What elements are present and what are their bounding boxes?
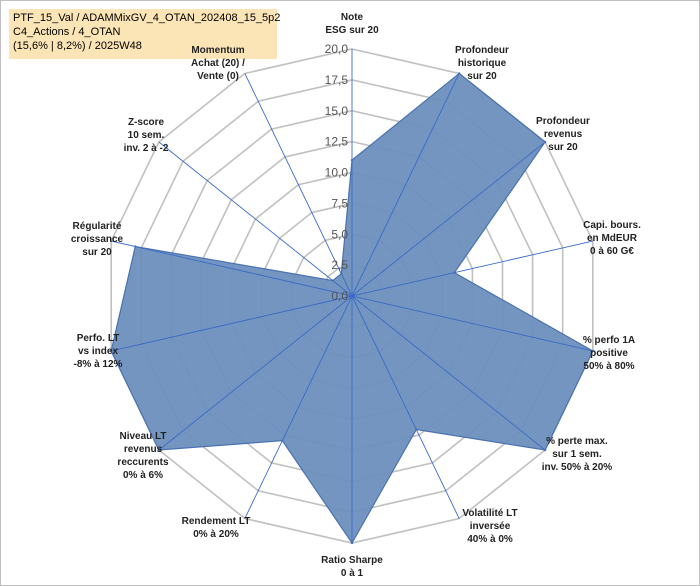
axis-label-13-line-2: Vente (0) (197, 71, 239, 82)
axis-label-3-line-0: Capi. bours. (583, 220, 641, 231)
axis-label-12-line-0: Z-score (128, 117, 165, 128)
axis-label-4-line-2: 50% à 80% (583, 361, 634, 372)
axis-label-13-line-1: Achat (20) / (191, 58, 245, 69)
axis-spoke-8 (244, 295, 353, 519)
tick-label-5: 12,5 (325, 135, 349, 149)
data-point-4 (591, 349, 595, 353)
tick-label-7: 17,5 (325, 73, 349, 87)
data-point-11 (134, 245, 137, 248)
axis-label-8-line-1: 0% à 20% (193, 529, 239, 540)
axis-spoke-6 (351, 295, 460, 519)
axis-label-11-line-1: croissance (71, 234, 124, 245)
title-line-1: PTF_15_Val / ADAMMixGV_4_OTAN_202408_15_… (13, 12, 281, 24)
data-point-0 (350, 158, 354, 162)
tick-label-3: 7,5 (331, 196, 348, 210)
axis-label-5-line-0: % perte max. (546, 436, 608, 447)
axis-spoke-13 (244, 73, 353, 297)
axis-label-10-line-2: -8% à 12% (74, 359, 123, 370)
axis-label-6-line-1: inversée (470, 521, 511, 532)
axis-label-2-line-2: sur 20 (548, 142, 578, 153)
axis-label-2-line-1: revenus (544, 129, 583, 140)
axis-label-3-line-1: en MdEUR (587, 233, 638, 244)
data-point-7 (350, 541, 354, 545)
axis-spoke-9 (158, 295, 353, 451)
axis-label-9-line-0: Niveau LT (119, 431, 166, 442)
tick-label-8: 20,0 (325, 42, 349, 56)
axis-label-1-line-2: sur 20 (467, 71, 497, 82)
axis-label-7-line-0: Ratio Sharpe (321, 555, 383, 566)
axis-label-0-line-1: ESG sur 20 (325, 25, 379, 36)
axis-spoke-10 (111, 295, 353, 352)
axis-spoke-2 (351, 141, 546, 297)
data-point-12 (331, 279, 334, 282)
axis-spoke-4 (351, 295, 593, 352)
axis-label-1-line-1: historique (458, 58, 507, 69)
axis-label-9-line-1: revenus (124, 444, 163, 455)
axis-label-12-line-2: inv. 2 à -2 (124, 143, 169, 154)
axis-label-4-line-1: positive (590, 348, 628, 359)
axis-label-7-line-1: 0 à 1 (341, 568, 364, 579)
data-point-6 (415, 428, 418, 431)
axis-label-12-line-1: 10 sem. (128, 130, 165, 141)
axis-label-9-line-3: 0% à 6% (123, 470, 163, 481)
axis-label-9-line-2: reccurents (117, 457, 169, 468)
data-point-10 (109, 349, 113, 353)
data-point-2 (543, 140, 547, 144)
axis-spoke-5 (351, 295, 546, 451)
axis-label-8-line-0: Rendement LT (182, 516, 251, 527)
axis-label-3-line-2: 0 à 60 G€ (590, 246, 634, 257)
axis-spoke-12 (158, 141, 353, 297)
axis-label-5-line-1: sur 1 sem. (552, 449, 602, 460)
axis-label-10-line-1: vs index (78, 346, 118, 357)
title-line-3: (15,6% | 8,2%) / 2025W48 (13, 40, 142, 52)
axis-label-11-line-2: sur 20 (82, 247, 112, 258)
tick-label-0: 0,0 (331, 289, 348, 303)
data-point-8 (281, 439, 284, 442)
axis-label-6-line-2: 40% à 0% (467, 534, 513, 545)
axis-label-1-line-0: Profondeur (455, 45, 509, 56)
data-point-9 (157, 448, 161, 452)
axis-label-10-line-0: Perfo. LT (77, 333, 120, 344)
data-point-1 (457, 72, 461, 75)
data-point-3 (453, 271, 456, 274)
tick-label-1: 2,5 (331, 258, 348, 272)
axis-label-0-line-0: Note (341, 12, 364, 23)
axis-label-2-line-0: Profondeur (536, 116, 590, 127)
title-line-2: C4_Actions / 4_OTAN (13, 26, 121, 38)
axis-label-11-line-0: Régularité (73, 221, 122, 232)
chart-title-box: PTF_15_Val / ADAMMixGV_4_OTAN_202408_15_… (9, 9, 281, 59)
axis-label-5-line-2: inv. 50% à 20% (542, 462, 613, 473)
data-point-13 (340, 272, 343, 275)
axis-label-13-line-0: Momentum (191, 45, 244, 56)
axis-label-6-line-0: Volatilité LT (462, 508, 517, 519)
tick-label-6: 15,0 (325, 104, 349, 118)
axis-label-4-line-0: % perfo 1A (583, 335, 635, 346)
data-point-5 (543, 448, 547, 452)
axis-spoke-1 (351, 73, 460, 297)
tick-label-2: 5,0 (331, 227, 348, 241)
axis-spoke-3 (351, 240, 593, 297)
tick-label-4: 10,0 (325, 166, 349, 180)
axis-spoke-11 (111, 240, 353, 297)
